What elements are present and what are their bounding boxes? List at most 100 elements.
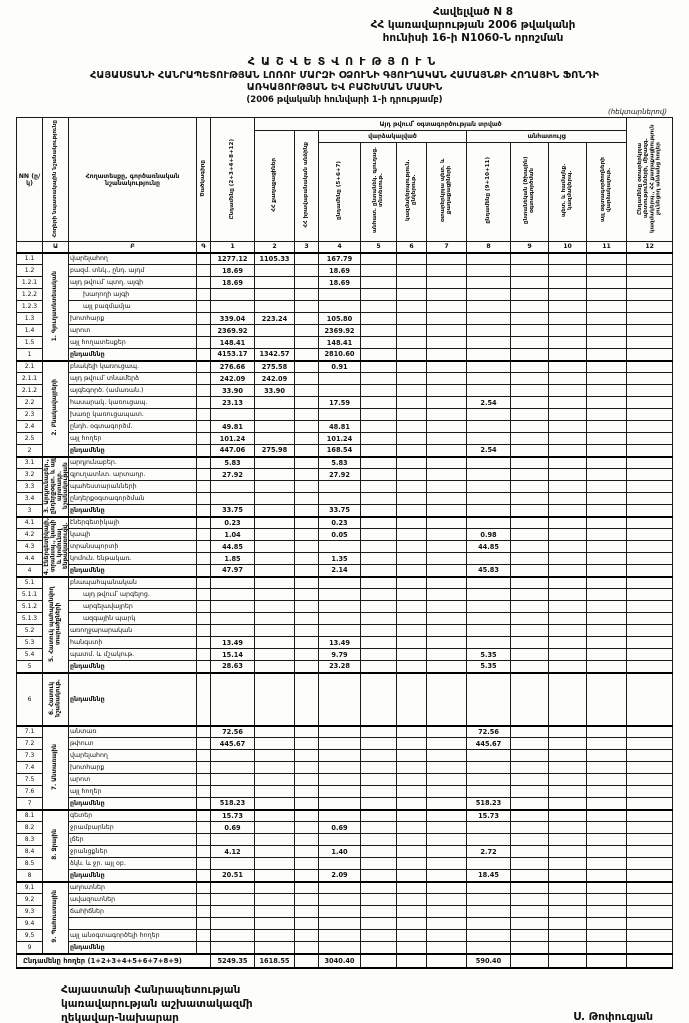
section-label-text: 3. Արդյունաբեր., ընդերքօգտ. և այլ արտադր… [44,457,69,514]
value-col-11 [585,408,628,422]
code-cell [196,880,211,895]
value-col-8 [466,929,511,943]
code-cell [196,624,211,638]
column-number-13: 9 [510,241,549,254]
code-cell [196,312,211,326]
value-col-1: 20.51 [210,869,255,883]
value-col-9 [510,540,549,554]
value-col-1: 242.09 [210,372,255,386]
value-col-11 [585,312,628,326]
section-label-text: 9. Պահուստային [52,890,59,944]
value-col-4: 2810.60 [318,348,361,362]
value-col-1: 28.63 [210,660,255,674]
value-col-9 [510,468,549,482]
value-col-10 [548,624,587,638]
value-col-4: 48.81 [318,420,361,434]
value-col-4: 33.75 [318,504,361,518]
value-col-7 [426,600,467,614]
value-col-6 [396,857,427,871]
col-header-11-text: այլ օգտագործողների վարձակալութ. [600,157,613,223]
value-col-9 [510,773,549,787]
value-col-10 [548,797,587,811]
value-col-3 [294,724,319,739]
value-col-5 [360,671,397,727]
value-col-4 [318,300,361,314]
value-col-11 [585,612,628,626]
value-col-11 [585,264,628,278]
value-col-11 [585,552,628,566]
land-type-label: այլ բազմամյա [68,300,197,314]
code-cell [196,588,211,602]
numbering-row: Ա Բ Գ 1 2 3 4 5 6 7 8 9 10 11 12 [16,241,674,254]
report-date-note: (2006 թվականի հունվարի 1-ի դրությամբ) [246,95,443,106]
column-number-8: 4 [318,241,361,254]
value-col-6 [396,444,427,458]
value-col-7 [426,761,467,775]
land-type-label: արդյունաբեր. [68,455,197,470]
code-cell [196,444,211,458]
value-col-11 [585,468,628,482]
value-col-6 [396,749,427,763]
value-col-9 [510,528,549,542]
row-number: 9.1 [16,880,43,895]
value-col-2 [254,660,295,674]
section-label: 1. Գյուղատնտեսական [42,251,69,362]
value-col-12 [626,312,674,326]
value-col-10 [548,468,587,482]
row-number: 9.5 [16,929,43,943]
value-col-4 [318,737,361,751]
value-col-7 [426,893,467,907]
value-col-9 [510,492,549,506]
land-type-label: խառը կառուցապատ. [68,408,197,422]
section-label-text: 1. Գյուղատնտեսական [52,270,59,341]
value-col-7 [426,612,467,626]
value-col-3 [294,773,319,787]
row-number: 9.4 [16,917,43,931]
value-col-11 [585,540,628,554]
value-col-5 [360,636,397,650]
value-col-2 [254,455,295,470]
value-col-6 [396,737,427,751]
value-col-12 [626,480,674,494]
value-col-12 [626,761,674,775]
value-col-7 [426,845,467,859]
value-col-9 [510,845,549,859]
value-col-9 [510,384,549,398]
value-col-3 [294,384,319,398]
row-number: 5.2 [16,624,43,638]
value-col-7 [426,336,467,350]
land-type-label: հասարակ. կառուցապ. [68,396,197,410]
value-col-8: 5.35 [466,648,511,662]
value-col-2: 275.98 [254,444,295,458]
value-col-8 [466,552,511,566]
value-col-8: 5.35 [466,660,511,674]
value-col-1 [210,833,255,847]
land-type-label: ընդամենը [68,660,197,674]
code-cell [196,797,211,811]
appendix-line-1: Հավելված N 8 [432,6,514,18]
value-col-8 [466,372,511,386]
land-type-label: այլ հողեր [68,785,197,799]
report-subtitle-2: ԱՌԿԱՅՈՒԹՅԱՆ ԵՎ ԲԱՇԽՄԱՆ ՄԱՍԻՆ [246,82,443,94]
value-col-1: 276.66 [210,359,255,374]
value-col-1 [210,905,255,919]
value-col-3 [294,288,319,302]
value-col-3 [294,336,319,350]
row-number: 1 [16,348,43,362]
value-col-7 [426,588,467,602]
land-type-label: ձկն. և ջր. այլ օբ. [68,857,197,871]
value-col-10 [548,276,587,290]
value-col-2 [254,671,295,727]
value-col-10 [548,528,587,542]
value-col-2 [254,432,295,446]
value-col-6 [396,564,427,578]
code-cell [196,324,211,338]
value-col-4: 101.24 [318,432,361,446]
value-col-5 [360,833,397,847]
col-header-landtype: Հողատեսքը, գործառնական նշանակությունը [68,117,197,243]
grand-total-row: Ընդամենը հողեր (1+2+3+4+5+6+7+8+9) 5249.3… [16,952,674,969]
value-col-6 [396,929,427,943]
value-col-10 [548,372,587,386]
row-number: 1.5 [16,336,43,350]
value-col-5 [360,251,397,266]
